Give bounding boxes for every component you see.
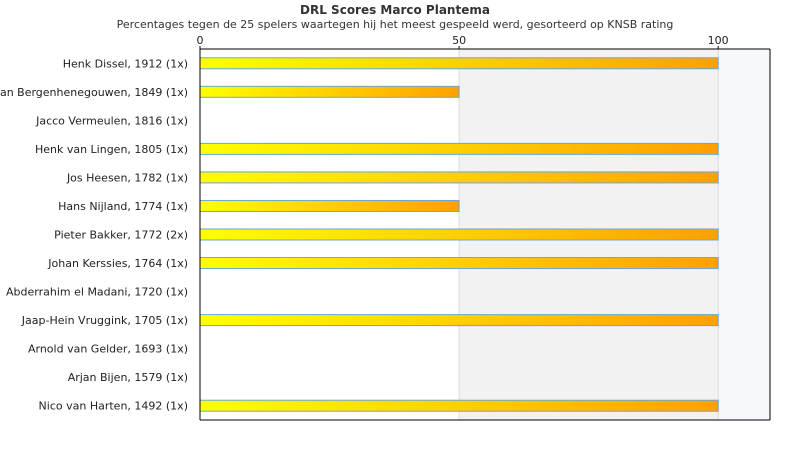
category-label: Johan Kerssies, 1764 (1x): [47, 257, 188, 270]
bar: [199, 257, 719, 270]
bar: [199, 314, 719, 327]
bars: [199, 57, 719, 412]
x-tick-label: 50: [452, 34, 466, 47]
category-label: Henk Dissel, 1912 (1x): [63, 57, 188, 70]
category-label: Nico van Harten, 1492 (1x): [39, 400, 188, 413]
category-label: Raymond van Bergenhenegouwen, 1849 (1x): [0, 86, 188, 99]
chart-title: DRL Scores Marco Plantema: [300, 3, 490, 17]
category-label: Abderrahim el Madani, 1720 (1x): [6, 286, 188, 299]
bar: [199, 399, 719, 412]
axes: [199, 48, 771, 421]
category-label: Jos Heesen, 1782 (1x): [66, 171, 188, 184]
category-labels: Henk Dissel, 1912 (1x) Raymond van Bergen…: [0, 57, 188, 412]
x-tick-label: 0: [197, 34, 204, 47]
category-label: Henk van Lingen, 1805 (1x): [35, 143, 188, 156]
bar: [199, 228, 719, 241]
bar: [199, 171, 719, 184]
category-label: Arjan Bijen, 1579 (1x): [68, 371, 188, 384]
bar: [199, 57, 719, 70]
bar: [199, 199, 460, 212]
chart-subtitle: Percentages tegen de 25 spelers waartege…: [116, 18, 674, 31]
category-label: Arnold van Gelder, 1693 (1x): [28, 343, 188, 356]
bar: [199, 142, 719, 155]
bar: [199, 85, 460, 98]
category-label: Jaap-Hein Vruggink, 1705 (1x): [21, 314, 188, 327]
category-label: Hans Nijland, 1774 (1x): [58, 200, 188, 213]
category-label: Pieter Bakker, 1772 (2x): [54, 229, 188, 242]
band-100-plus: [718, 49, 770, 420]
x-tick-label: 100: [708, 34, 729, 47]
category-label: Jacco Vermeulen, 1816 (1x): [35, 114, 188, 127]
x-tick-labels: 0 50 100: [197, 34, 729, 49]
